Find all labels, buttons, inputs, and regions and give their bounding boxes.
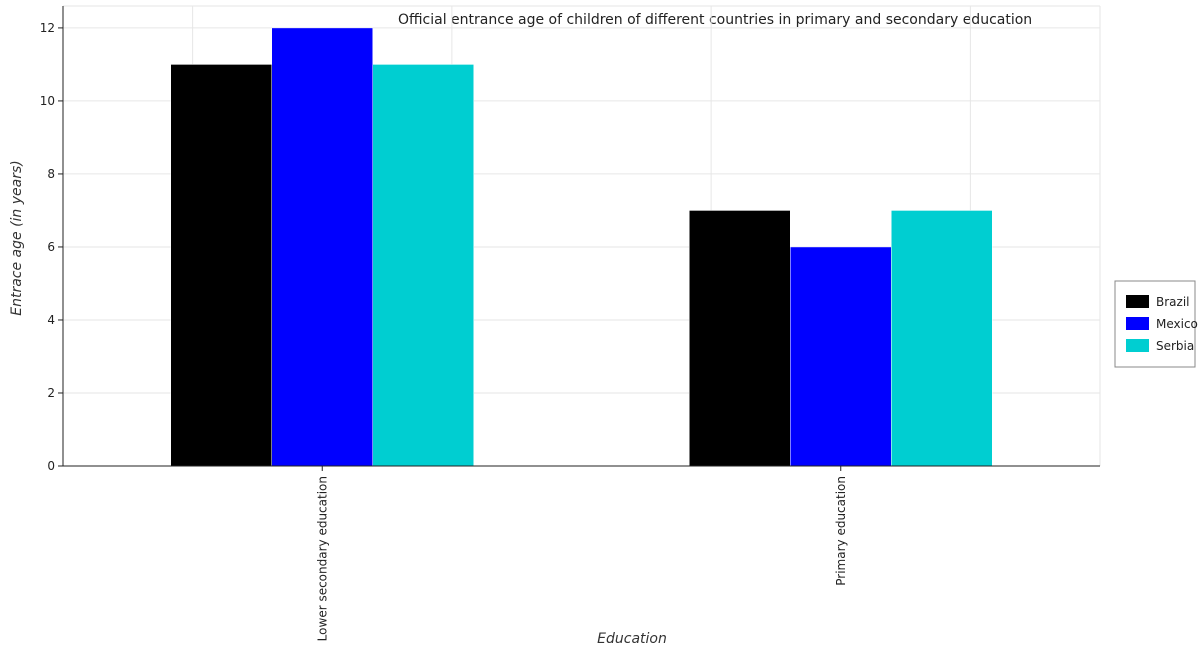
x-tick-label: Lower secondary education bbox=[315, 476, 329, 641]
bar-serbia-0 bbox=[372, 64, 474, 467]
legend-swatch-serbia bbox=[1126, 339, 1149, 352]
legend-label-brazil: Brazil bbox=[1156, 295, 1190, 309]
y-tick-label: 10 bbox=[40, 94, 55, 108]
x-axis-ticks: Lower secondary education Primary educati… bbox=[315, 466, 848, 641]
legend-swatch-brazil bbox=[1126, 295, 1149, 308]
legend-swatch-mexico bbox=[1126, 317, 1149, 330]
bar-serbia-1 bbox=[891, 210, 993, 467]
y-axis-label: Entrace age (in years) bbox=[9, 160, 25, 316]
bar-mexico-1 bbox=[790, 246, 892, 467]
bar-mexico-0 bbox=[271, 27, 373, 467]
legend-label-serbia: Serbia bbox=[1156, 339, 1194, 353]
y-tick-label: 8 bbox=[47, 167, 55, 181]
bar-brazil-1 bbox=[689, 210, 791, 467]
y-tick-label: 4 bbox=[47, 313, 55, 327]
y-tick-label: 6 bbox=[47, 240, 55, 254]
y-tick-label: 2 bbox=[47, 386, 55, 400]
bars bbox=[170, 27, 993, 467]
x-tick-label: Primary education bbox=[834, 476, 848, 586]
legend: Brazil Mexico Serbia bbox=[1114, 280, 1198, 368]
bar-brazil-0 bbox=[170, 64, 272, 467]
y-tick-label: 0 bbox=[47, 459, 55, 473]
x-axis-label: Education bbox=[597, 631, 667, 647]
axes bbox=[62, 6, 1100, 467]
y-tick-label: 12 bbox=[40, 21, 55, 35]
chart-title: Official entrance age of children of dif… bbox=[398, 12, 1032, 28]
legend-label-mexico: Mexico bbox=[1156, 317, 1198, 331]
y-axis-ticks: 0 2 4 6 8 10 12 bbox=[40, 21, 63, 473]
